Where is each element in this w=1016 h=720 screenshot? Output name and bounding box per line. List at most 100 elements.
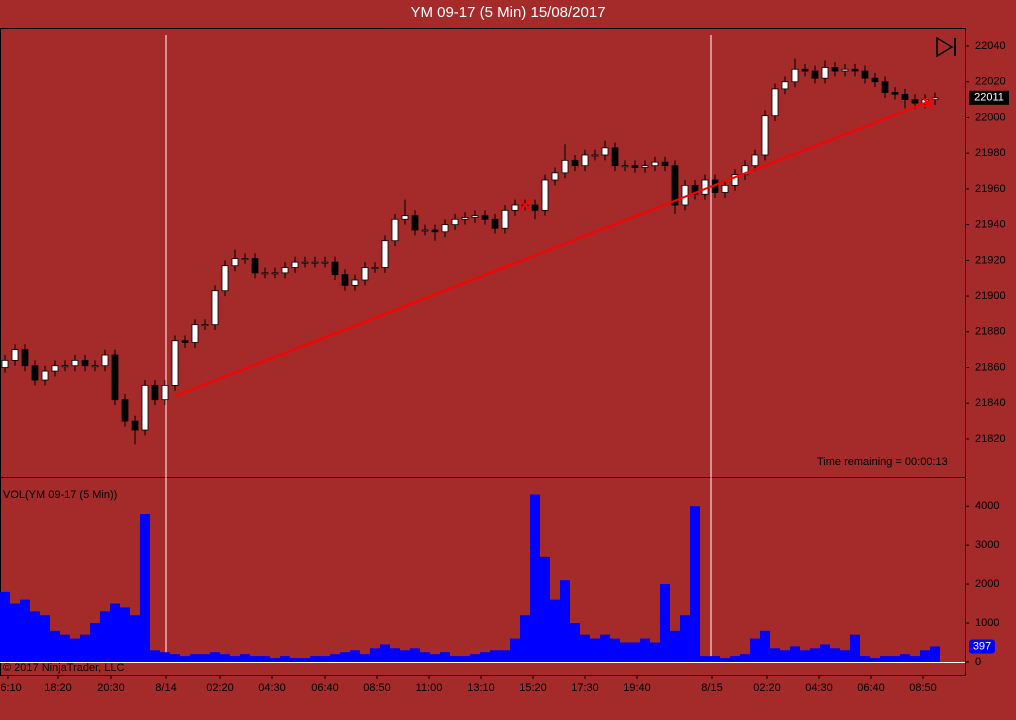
candle-body [351, 279, 359, 286]
candle-body [151, 384, 159, 401]
candle-body [511, 204, 519, 211]
candle-body [1, 359, 9, 368]
candle-body [481, 215, 489, 220]
volume-bar [650, 642, 660, 662]
candle-body [461, 217, 469, 220]
candle-body [721, 184, 729, 193]
candle-body [471, 215, 479, 218]
candle-body [11, 349, 19, 361]
volume-bar [930, 646, 940, 662]
volume-bar [90, 623, 100, 662]
volume-bar [210, 652, 220, 662]
volume-bar [420, 652, 430, 662]
y-tick-label: 22020 [975, 76, 1006, 88]
candle-body [781, 81, 789, 90]
volume-bar [600, 634, 610, 662]
volume-bar [350, 650, 360, 662]
candle-body [751, 154, 759, 167]
volume-bar [20, 599, 30, 662]
volume-bar [910, 656, 920, 662]
x-tick-label: 08:50 [363, 682, 391, 694]
candle-body [911, 99, 919, 104]
volume-bar [840, 650, 850, 662]
volume-bar [370, 648, 380, 662]
volume-bar [140, 513, 150, 662]
volume-bar [550, 599, 560, 662]
volume-bar [510, 638, 520, 662]
volume-bar [310, 656, 320, 662]
volume-bar [180, 656, 190, 662]
volume-bar [810, 648, 820, 662]
volume-bar [50, 630, 60, 662]
candle-body [831, 67, 839, 72]
volume-bar [640, 638, 650, 662]
play-triangle[interactable] [936, 36, 954, 58]
volume-bar [750, 638, 760, 662]
chart-title: YM 09-17 (5 Min) 15/08/2017 [410, 4, 605, 21]
candle-body [81, 359, 89, 367]
volume-bar [730, 656, 740, 662]
x-tick-label: 16:10 [0, 682, 22, 694]
volume-bar [680, 615, 690, 662]
trend-anchor [519, 97, 934, 211]
x-tick-label: 06:40 [311, 682, 339, 694]
volume-bar [920, 650, 930, 662]
candle-body [61, 365, 69, 368]
volume-bar [320, 656, 330, 662]
y-tick-label: 0 [975, 656, 981, 668]
x-tick-label: 15:20 [519, 682, 547, 694]
volume-bar [130, 615, 140, 662]
volume-bar [190, 654, 200, 662]
y-tick-label: 1000 [975, 617, 999, 629]
plot: 16:10 18:20 20:30 8/14 02:20 04:30 06:40 08:50 1… [0, 40, 1009, 694]
volume-bar [820, 644, 830, 662]
play-icon[interactable] [936, 36, 956, 58]
candle-body [851, 68, 859, 72]
volume-bar [760, 630, 770, 662]
candle-body [391, 218, 399, 242]
trend-line [174, 100, 931, 397]
candle-body [881, 81, 889, 93]
volume-bar [860, 656, 870, 662]
candle-body [561, 159, 569, 174]
candle-body [861, 70, 869, 79]
volume-bar [280, 656, 290, 662]
volume-bar [790, 646, 800, 662]
candle-body [731, 174, 739, 186]
volume-bar [10, 603, 20, 662]
x-tick-label: 06:40 [857, 682, 885, 694]
candle-body [51, 365, 59, 372]
candle-body [491, 218, 499, 229]
volume-bar [450, 656, 460, 662]
candle-body [291, 261, 299, 268]
volume-bar [830, 648, 840, 662]
candle-body [231, 258, 239, 267]
volume-bar [40, 615, 50, 662]
y-tick-label: 21900 [975, 290, 1006, 302]
volume-bar [670, 630, 680, 662]
candle-body [181, 340, 189, 343]
candle-body [401, 215, 409, 220]
candle-body [591, 154, 599, 157]
volume-bar [170, 654, 180, 662]
candle-body [201, 324, 209, 327]
volume-bar [290, 658, 300, 662]
candle-body [251, 258, 259, 274]
volume-bar [260, 656, 270, 662]
x-tick-label: 04:30 [258, 682, 286, 694]
candle-body [111, 354, 119, 401]
candle-body [621, 165, 629, 168]
candle-body [691, 184, 699, 195]
x-tick-label: 11:00 [416, 682, 443, 694]
x-tick-label: 02:20 [753, 682, 781, 694]
volume-bar [220, 654, 230, 662]
candle-body [601, 147, 609, 156]
candle-body [581, 154, 589, 167]
candle-body [871, 77, 879, 83]
y-tick-label: 22000 [975, 111, 1006, 123]
x-tick-label: 8/15 [701, 682, 722, 694]
y-tick-label: 22040 [975, 40, 1006, 52]
time-remaining: Time remaining = 00:00:13 [817, 456, 948, 468]
y-tick-label: 21820 [975, 433, 1006, 445]
